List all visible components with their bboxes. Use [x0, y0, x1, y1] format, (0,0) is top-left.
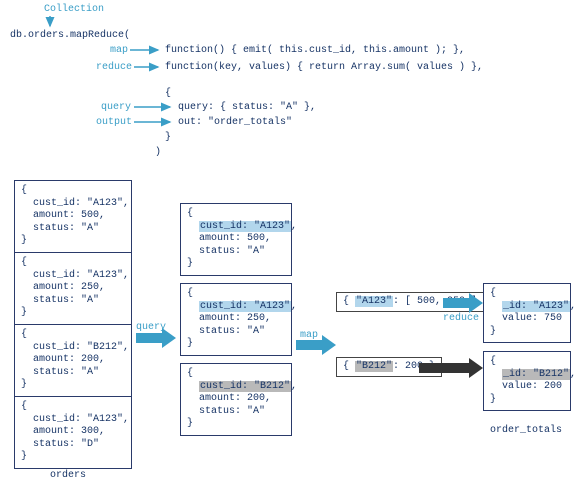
orders-doc: { cust_id: "A123", amount: 250, status: …	[14, 252, 132, 325]
label-reduce: reduce	[96, 62, 132, 73]
flow-reduce: reduce	[443, 313, 479, 324]
orders-doc: { cust_id: "A123", amount: 500, status: …	[14, 180, 132, 253]
orders-title: orders	[50, 470, 86, 481]
label-collection: Collection	[44, 4, 104, 15]
emitted-pair: { "B212": 200 }	[336, 357, 442, 377]
code-close-paren: )	[155, 147, 161, 158]
flow-query: query	[136, 322, 166, 333]
code-block: db.orders.mapReduce(	[10, 28, 130, 43]
code-close-brace: }	[165, 132, 171, 143]
label-map: map	[110, 45, 128, 56]
orders-doc: { cust_id: "B212", amount: 200, status: …	[14, 324, 132, 397]
code-call: db.orders.mapReduce(	[10, 28, 130, 43]
filtered-doc: { cust_id: "A123", amount: 250, status: …	[180, 283, 292, 356]
code-map: function() { emit( this.cust_id, this.am…	[165, 45, 465, 56]
results-title: order_totals	[490, 425, 562, 436]
result-doc: { _id: "B212", value: 200 }	[483, 351, 571, 411]
emitted-pair: { "A123": [ 500, 250 ] }	[336, 292, 496, 312]
flow-map: map	[300, 330, 318, 341]
code-open-brace: {	[165, 88, 171, 99]
result-doc: { _id: "A123", value: 750 }	[483, 283, 571, 343]
label-output: output	[96, 117, 132, 128]
code-out: out: "order_totals"	[178, 117, 292, 128]
filtered-doc: { cust_id: "A123", amount: 500, status: …	[180, 203, 292, 276]
code-reduce: function(key, values) { return Array.sum…	[165, 62, 483, 73]
filtered-doc: { cust_id: "B212", amount: 200, status: …	[180, 363, 292, 436]
orders-doc: { cust_id: "A123", amount: 300, status: …	[14, 396, 132, 469]
label-query: query	[101, 102, 131, 113]
code-query: query: { status: "A" },	[178, 102, 316, 113]
